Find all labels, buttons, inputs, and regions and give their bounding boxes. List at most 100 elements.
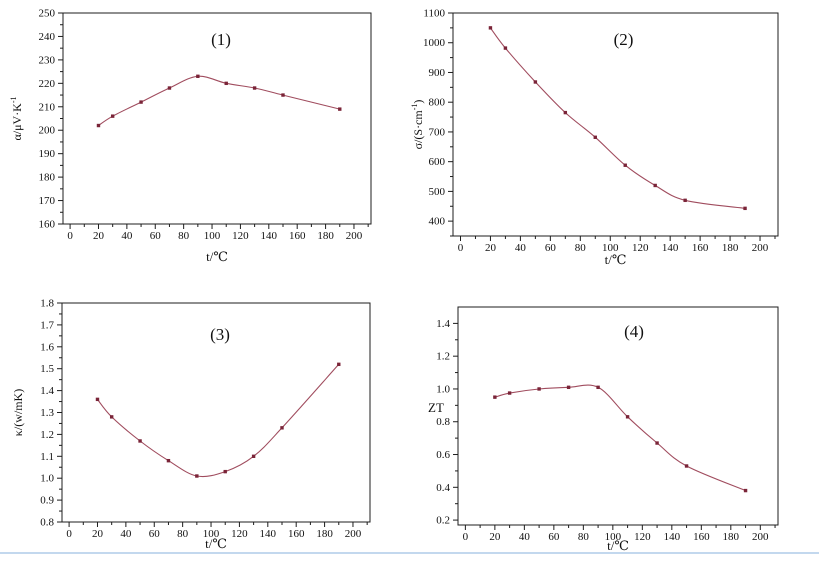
data-series [96,74,342,128]
data-point-marker [337,362,341,367]
y-tick-label: 0.6 [436,449,450,461]
y-tick-label: 210 [39,101,56,113]
chart-1-seebeck-coefficient: 0 20 40 60 80 100 120 140 160 180 200 160 170 180 190 2… [0,0,410,280]
x-tick-label: 120 [231,528,248,540]
y-tick-label: 800 [429,97,446,109]
chart-2-electrical-conductivity: 0 20 40 60 80 100 120 140 160 180 200 400 500 600 700 8… [410,0,819,280]
data-point-marker [166,458,171,463]
y-tick-label: 200 [39,125,56,137]
data-point-marker [743,206,747,211]
x-axis-label: t/℃ [607,538,629,553]
x-tick-label: 40 [120,528,132,540]
x-tick-label: 100 [203,528,220,540]
x-tick-label: 140 [662,242,679,254]
x-tick-label: 80 [578,531,590,543]
data-point-marker [96,123,101,128]
data-point-marker [623,163,627,167]
data-point-marker [566,385,571,390]
y-tick-label: 170 [39,195,56,207]
y-axis: 400 500 600 700 800 900 1000 1100 [423,8,453,237]
x-tick-label: 120 [634,531,651,543]
x-tick-label: 20 [489,531,501,543]
y-tick-label: 0.9 [40,495,54,507]
series-line [98,75,340,126]
data-point-marker [533,80,538,84]
x-tick-label: 20 [485,242,497,254]
data-point-marker [503,46,508,50]
data-point-marker [488,26,493,30]
data-point-marker [563,110,568,115]
x-tick-label: 180 [316,528,333,540]
y-tick-label: 160 [39,219,56,231]
x-tick-label: 20 [92,528,104,540]
y-tick-label: 600 [429,156,446,168]
data-point-marker [223,469,227,474]
x-tick-label: 40 [519,531,531,543]
data-point-marker [280,426,284,430]
x-tick-label: 100 [605,531,622,543]
data-point-marker [338,107,342,111]
data-point-marker [252,86,257,90]
x-tick-label: 60 [545,242,557,254]
x-tick-label: 180 [723,531,740,543]
data-series [493,384,748,493]
y-tick-label: 400 [429,216,446,228]
y-tick-label: 220 [39,78,56,90]
x-tick-label: 200 [752,531,769,543]
x-tick-label: 60 [150,230,162,242]
x-tick-label: 160 [288,528,305,540]
y-tick-label: 1.2 [436,351,450,363]
x-tick-label: 60 [548,531,560,543]
y-tick-label: 1.1 [40,451,54,463]
x-axis-label: t/℃ [605,252,627,267]
chart-title: (3) [210,325,230,344]
series-line [489,27,746,209]
y-tick-label: 1.2 [40,429,54,441]
data-point-marker [683,198,687,203]
y-tick-label: 1.4 [436,318,450,330]
y-axis-label: κ/(w/mK) [11,389,25,436]
y-tick-label: 1100 [423,8,445,20]
x-tick-label: 60 [149,528,161,540]
x-tick-label: 80 [177,528,189,540]
y-axis-label: α/μV·K-1 [9,96,24,140]
data-point-marker [596,385,600,390]
y-tick-label: 1.8 [40,298,54,310]
y-tick-label: 240 [39,31,56,43]
data-point-marker [138,439,142,443]
series-line [494,384,746,492]
x-tick-label: 160 [693,531,710,543]
y-tick-label: 1.4 [40,385,54,397]
data-point-marker [743,488,748,493]
x-axis: 0 20 40 60 80 100 120 140 160 180 200 [463,525,776,543]
x-tick-label: 200 [345,528,362,540]
y-tick-label: 1.0 [40,473,54,485]
y-tick-label: 230 [39,54,56,66]
data-series [488,26,747,211]
y-tick-label: 1000 [423,37,446,49]
y-tick-label: 1.6 [40,341,54,353]
x-tick-label: 160 [289,230,306,242]
plot-frame [457,306,779,526]
y-tick-label: 0.4 [436,482,450,494]
y-tick-label: 500 [429,186,446,198]
data-point-marker [139,100,143,104]
x-tick-label: 80 [575,242,587,254]
chart-title: (2) [614,30,634,49]
y-tick-label: 0.8 [436,416,450,428]
data-point-marker [493,395,497,399]
x-tick-label: 0 [67,230,73,242]
data-point-marker [251,454,256,458]
x-tick-label: 40 [515,242,527,254]
x-tick-label: 100 [204,230,221,242]
y-tick-label: 180 [39,172,56,184]
y-tick-label: 250 [39,8,56,20]
y-axis-label: ZT [428,400,444,415]
x-tick-label: 140 [260,528,277,540]
x-tick-label: 200 [752,242,769,254]
data-point-marker [195,474,199,478]
x-tick-label: 0 [463,531,469,543]
x-axis-label: t/℃ [206,249,228,264]
y-tick-label: 0.2 [436,515,450,527]
